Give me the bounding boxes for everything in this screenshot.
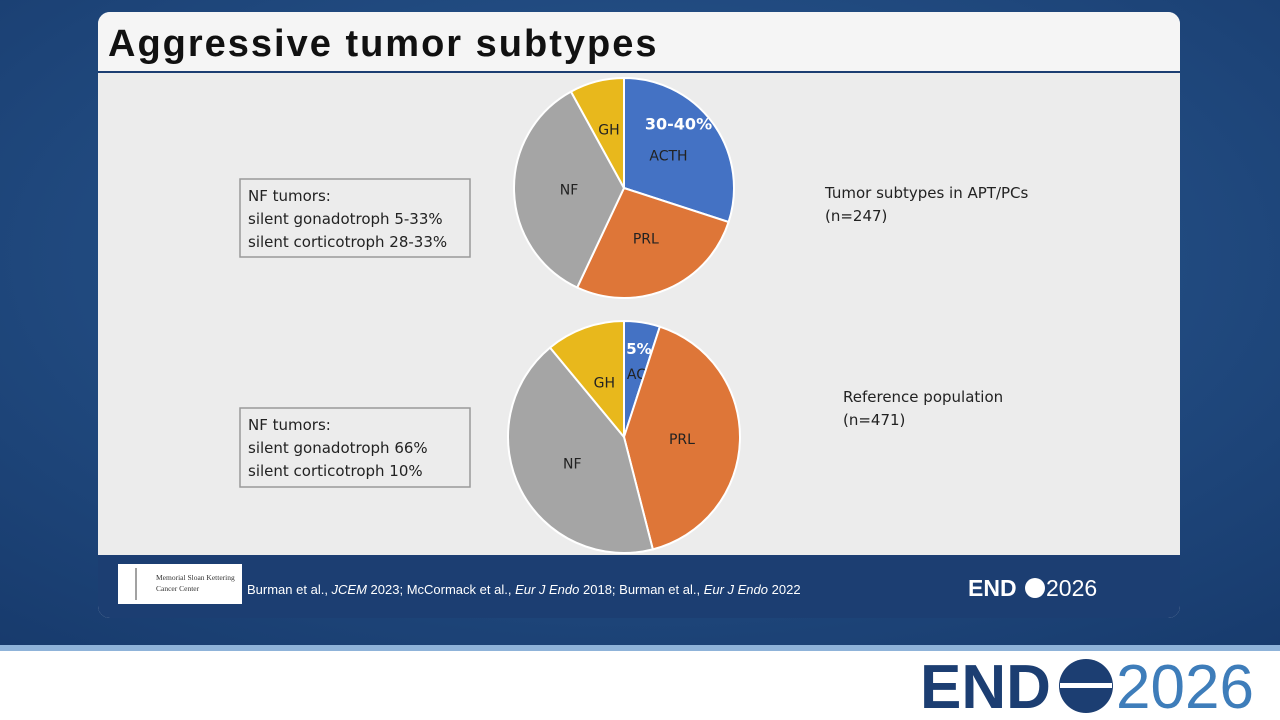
chart-caption: (n=471) bbox=[843, 411, 905, 429]
slide-panel bbox=[98, 12, 1180, 618]
note-line: silent gonadotroph 5-33% bbox=[248, 210, 443, 228]
chart-caption: Reference population bbox=[843, 388, 1003, 406]
citation: Burman et al., JCEM 2023; McCormack et a… bbox=[247, 582, 801, 597]
note-box bbox=[239, 407, 471, 488]
slice-label: PRL bbox=[633, 231, 659, 247]
note-line: silent corticotroph 28-33% bbox=[248, 233, 447, 251]
pie-slice bbox=[513, 90, 626, 289]
citation-part: Eur J Endo bbox=[704, 582, 768, 597]
pie-slice bbox=[507, 346, 655, 554]
big-logo-right: 2026 bbox=[1116, 653, 1254, 720]
pie-slice bbox=[569, 76, 625, 189]
note-line: silent corticotroph 10% bbox=[248, 462, 423, 480]
note-box bbox=[239, 178, 471, 258]
institution-name: Cancer Center bbox=[156, 584, 200, 593]
slice-label: GH bbox=[598, 122, 619, 138]
footer-band bbox=[98, 555, 1180, 618]
pie-slice bbox=[548, 319, 625, 440]
bottom-rule bbox=[0, 645, 1280, 651]
logo-left: END bbox=[968, 575, 1017, 601]
note-line: NF tumors: bbox=[248, 416, 331, 434]
big-logo-left: END bbox=[920, 653, 1051, 720]
citation-part: 2018; Burman et al., bbox=[579, 582, 703, 597]
slice-label: ACTH bbox=[649, 149, 687, 165]
slice-label: PRL bbox=[669, 432, 695, 448]
slice-annotation: 30-40% bbox=[645, 115, 712, 134]
value-label: 5% bbox=[626, 340, 651, 358]
title-bar bbox=[98, 12, 1180, 72]
slice-label: GH bbox=[594, 375, 615, 391]
note-line: silent gonadotroph 66% bbox=[248, 439, 428, 457]
logo-o bbox=[1025, 578, 1045, 598]
citation-part: Burman et al., bbox=[247, 582, 332, 597]
pie-slice bbox=[622, 325, 741, 551]
pie-slice bbox=[575, 186, 730, 299]
chart-caption: Tumor subtypes in APT/PCs bbox=[824, 184, 1029, 202]
slide-title: Aggressive tumor subtypes bbox=[108, 23, 658, 65]
slice-label: NF bbox=[560, 183, 579, 199]
logo-right: 2026 bbox=[1046, 575, 1097, 601]
chart-caption: (n=247) bbox=[825, 207, 887, 225]
big-logo-stripe bbox=[1060, 683, 1112, 688]
citation-part: Eur J Endo bbox=[515, 582, 579, 597]
slice-label: NF bbox=[563, 456, 582, 472]
citation-part: JCEM bbox=[331, 582, 368, 597]
note-line: NF tumors: bbox=[248, 187, 331, 205]
pie-slice bbox=[623, 76, 735, 224]
institution-name: Memorial Sloan Kettering bbox=[156, 573, 235, 582]
citation-part: 2022 bbox=[768, 582, 801, 597]
citation-part: 2023; McCormack et al., bbox=[367, 582, 515, 597]
institution-logo bbox=[118, 564, 242, 604]
